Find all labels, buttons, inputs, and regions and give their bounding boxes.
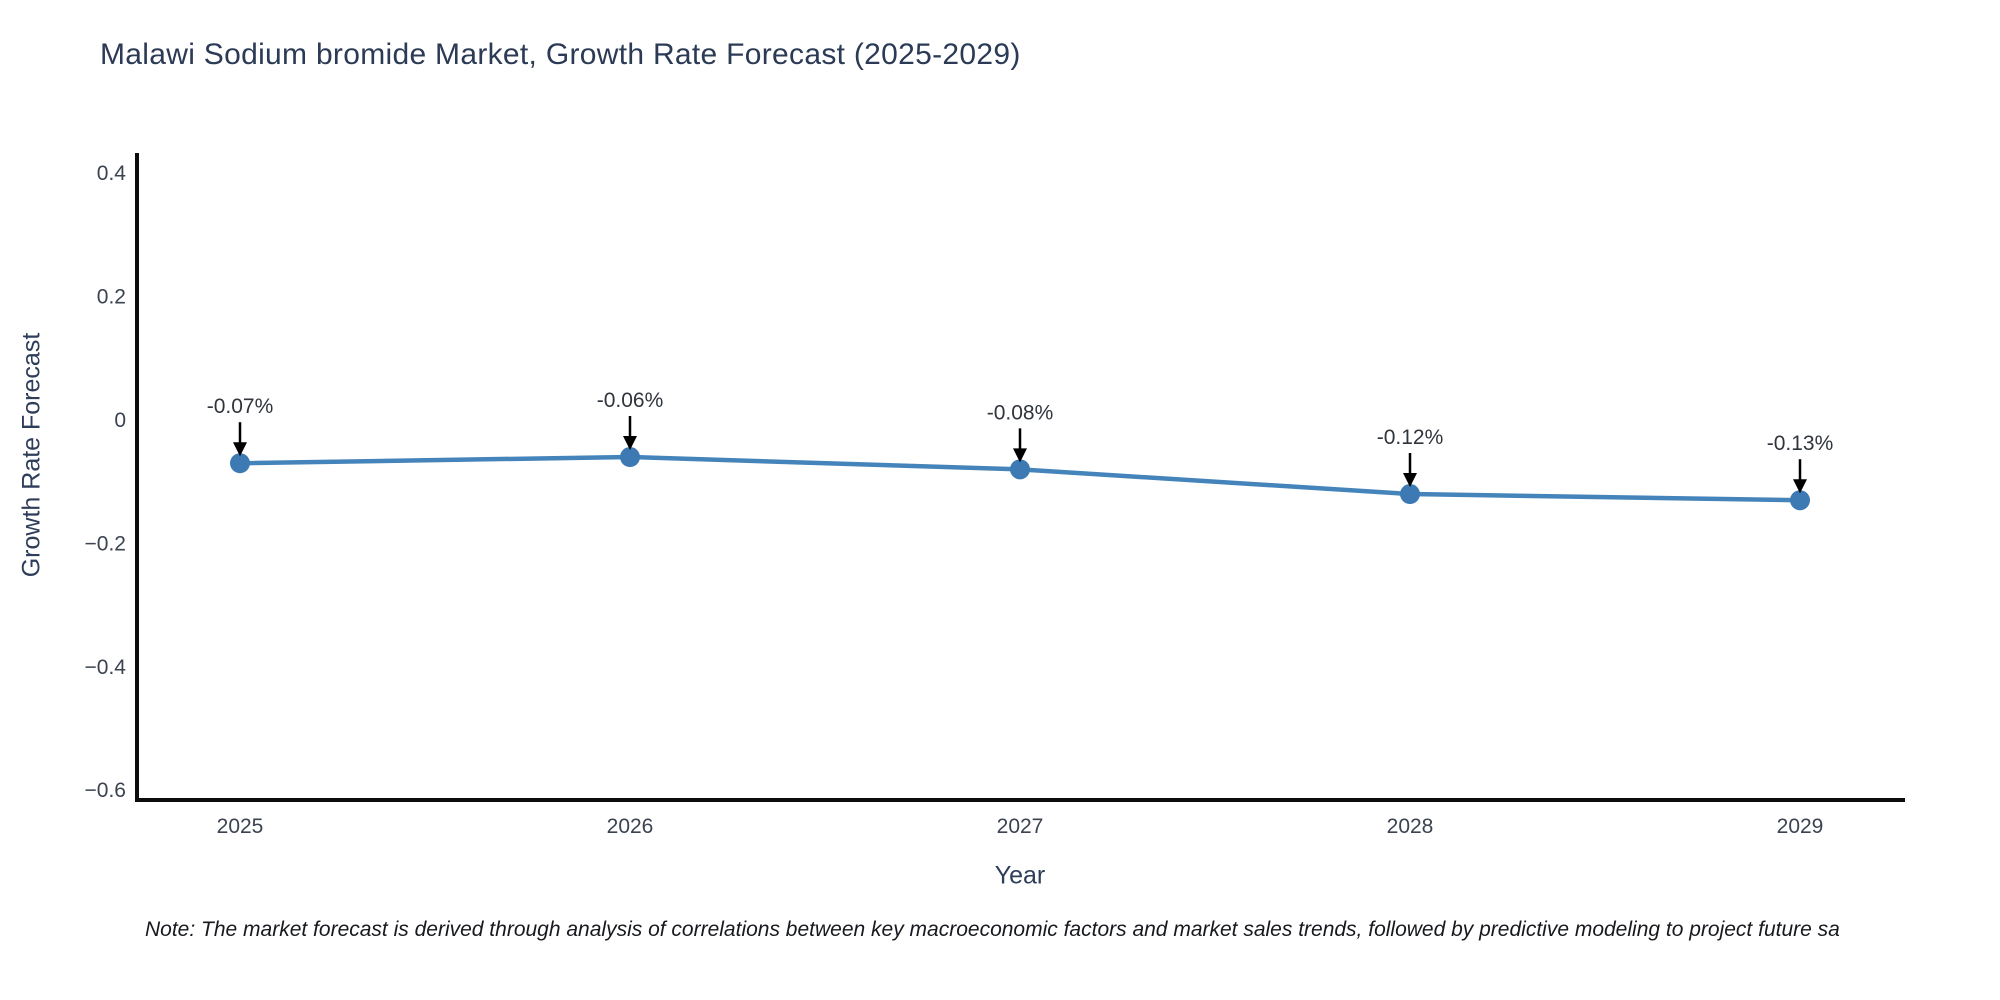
chart-title: Malawi Sodium bromide Market, Growth Rat… bbox=[100, 38, 1021, 71]
data-point-label: -0.12% bbox=[1377, 426, 1444, 449]
y-tick-label: 0.4 bbox=[97, 162, 127, 185]
annotation-arrow-head bbox=[1013, 448, 1027, 463]
annotation-arrow-head bbox=[233, 442, 247, 457]
data-point-label: -0.07% bbox=[207, 395, 274, 418]
x-axis-title: Year bbox=[994, 861, 1046, 890]
y-tick-label: 0.2 bbox=[97, 286, 126, 309]
y-tick-label: −0.6 bbox=[85, 779, 126, 802]
data-point-marker bbox=[1010, 459, 1030, 480]
data-point-marker bbox=[230, 453, 250, 474]
y-tick-label: −0.4 bbox=[85, 656, 127, 679]
annotation-arrow-head bbox=[1403, 473, 1417, 488]
data-point-marker bbox=[1400, 484, 1420, 505]
data-point-marker bbox=[1790, 490, 1810, 511]
x-tick-label: 2029 bbox=[1777, 815, 1824, 838]
annotation-arrow-head bbox=[1793, 479, 1807, 494]
data-point-marker bbox=[620, 447, 640, 468]
x-tick-label: 2027 bbox=[997, 815, 1044, 838]
data-point-label: -0.13% bbox=[1767, 432, 1834, 455]
y-tick-label: 0 bbox=[114, 409, 126, 432]
annotation-arrow-head bbox=[623, 436, 637, 451]
data-point-label: -0.06% bbox=[597, 389, 664, 412]
x-tick-label: 2025 bbox=[217, 815, 264, 838]
x-tick-label: 2026 bbox=[607, 815, 654, 838]
x-tick-label: 2028 bbox=[1387, 815, 1434, 838]
y-tick-label: −0.2 bbox=[85, 532, 126, 555]
chart-footnote: Note: The market forecast is derived thr… bbox=[145, 918, 1840, 941]
data-point-label: -0.08% bbox=[987, 401, 1054, 424]
